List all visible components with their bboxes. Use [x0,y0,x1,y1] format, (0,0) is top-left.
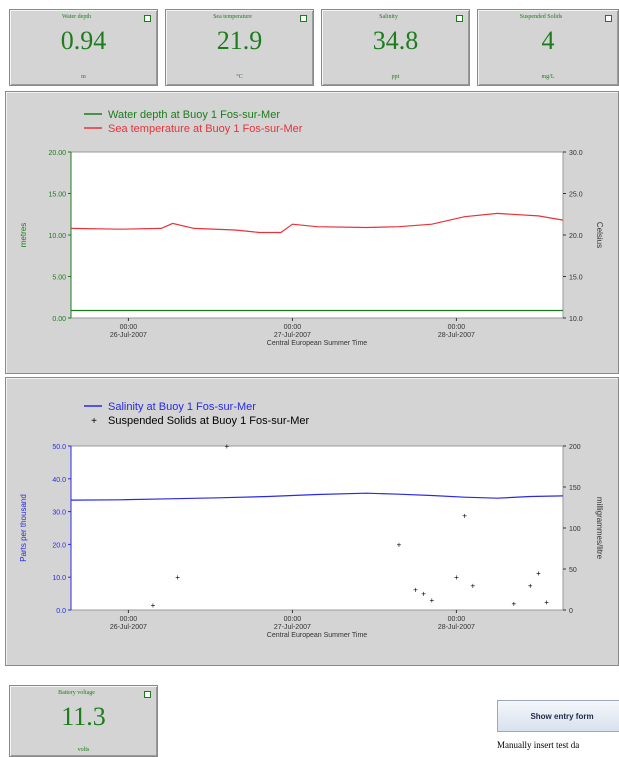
left-tick-label: 10.0 [52,575,66,582]
salinity-tile: Salinity 34.8 ppt [321,9,470,86]
legend-label: Sea temperature at Buoy 1 Fos-sur-Mer [108,123,303,135]
left-tick-label: 15.00 [48,192,66,199]
data-point: + [224,442,229,451]
x-tick-time: 00:00 [284,324,302,331]
x-tick-time: 00:00 [448,616,466,623]
right-tick-label: 50 [569,567,577,574]
tile-unit: m [81,74,86,80]
data-point: + [536,569,541,578]
data-point: + [421,590,426,599]
x-tick-date: 28-Jul-2007 [438,624,475,631]
right-tick-label: 150 [569,485,581,492]
right-tick-label: 25.0 [569,192,583,199]
show-entry-form-button[interactable]: Show entry form [497,700,619,732]
x-tick-time: 00:00 [120,616,138,623]
right-tick-label: 30.0 [569,150,583,157]
left-tick-label: 0.00 [52,316,66,323]
x-tick-time: 00:00 [448,324,466,331]
tile-unit: ppt [391,74,400,80]
x-tick-date: 28-Jul-2007 [438,332,475,339]
right-axis-title: Celsius [595,222,604,248]
data-point: + [511,599,516,608]
series-line [70,212,564,234]
data-point: + [413,586,418,595]
tile-label: Sea temperature [213,14,252,20]
checkbox-icon[interactable] [144,15,151,22]
checkbox-icon[interactable] [144,691,151,698]
tile-value: 21.9 [216,26,263,55]
plot-area [70,151,564,319]
left-tick-label: 30.0 [52,510,66,517]
left-tick-label: 20.00 [48,150,66,157]
sea-temperature-tile: Sea temperature 21.9 °C [165,9,314,86]
left-tick-label: 40.0 [52,477,66,484]
x-axis-title: Central European Summer Time [267,340,367,347]
series-line [70,492,564,501]
x-tick-date: 27-Jul-2007 [274,332,311,339]
tile-unit: volts [77,747,90,753]
right-tick-label: 20.0 [569,233,583,240]
right-tick-label: 15.0 [569,275,583,282]
data-point: + [397,540,402,549]
manual-insert-note: Manually insert test da [497,740,580,750]
tile-label: Salinity [379,14,398,20]
suspended-solids-tile: Suspended Solids 4 mg/L [477,9,619,86]
right-tick-label: 0 [569,608,573,615]
left-tick-label: 50.0 [52,444,66,451]
right-tick-label: 100 [569,526,581,533]
data-point: + [151,601,156,610]
data-point: + [454,573,459,582]
tile-unit: °C [236,74,243,80]
salinity-solids-panel: Salinity at Buoy 1 Fos-sur-Mer + Suspended… [5,377,619,666]
legend-label: Salinity at Buoy 1 Fos-sur-Mer [108,401,256,413]
tile-value: 0.94 [60,26,107,55]
x-tick-date: 26-Jul-2007 [110,624,147,631]
x-axis-title: Central European Summer Time [267,632,367,639]
x-tick-time: 00:00 [120,324,138,331]
depth-temperature-panel: Water depth at Buoy 1 Fos-sur-Mer Sea tem… [5,91,619,374]
checkbox-icon[interactable] [456,15,463,22]
data-point: + [429,596,434,605]
left-tick-label: 10.00 [48,233,66,240]
left-axis-title: Parts per thousand [19,494,28,562]
left-axis-title: metres [19,223,28,247]
tile-label: Battery voltage [58,690,95,696]
tile-label: Suspended Solids [519,14,563,20]
tile-value: 4 [541,26,555,55]
left-tick-label: 0.0 [56,608,66,615]
data-point: + [470,581,475,590]
checkbox-icon[interactable] [300,15,307,22]
plot-area [70,445,564,611]
water-depth-tile: Water depth 0.94 m [9,9,158,86]
legend-marker: + [91,416,97,427]
left-tick-label: 20.0 [52,542,66,549]
x-tick-date: 27-Jul-2007 [274,624,311,631]
x-tick-time: 00:00 [284,616,302,623]
battery-voltage-tile: Battery voltage 11.3 volts [9,685,158,757]
right-tick-label: 200 [569,444,581,451]
right-axis-title: milligrammes/litre [595,497,604,560]
data-point: + [544,598,549,607]
checkbox-icon[interactable] [605,15,612,22]
data-point: + [462,512,467,521]
data-point: + [175,573,180,582]
left-tick-label: 5.00 [52,275,66,282]
legend-label: Suspended Solids at Buoy 1 Fos-sur-Mer [108,415,309,427]
data-point: + [528,581,533,590]
legend-label: Water depth at Buoy 1 Fos-sur-Mer [108,109,280,121]
tile-value: 11.3 [61,702,106,731]
depth-temperature-chart: Water depth at Buoy 1 Fos-sur-Mer Sea tem… [19,109,604,347]
x-tick-date: 26-Jul-2007 [110,332,147,339]
tile-label: Water depth [61,14,91,20]
right-tick-label: 10.0 [569,316,583,323]
tile-value: 34.8 [372,26,419,55]
salinity-solids-chart: Salinity at Buoy 1 Fos-sur-Mer + Suspended… [19,401,604,639]
tile-unit: mg/L [541,74,555,80]
